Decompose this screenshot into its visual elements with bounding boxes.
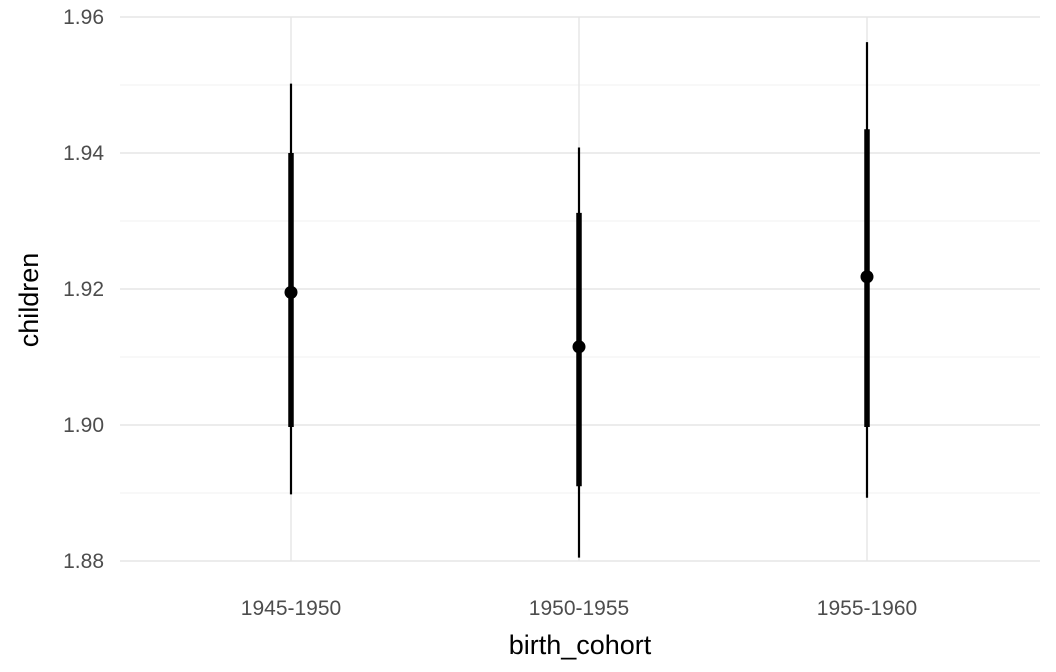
y-tick-label: 1.96 bbox=[63, 6, 104, 29]
point-estimate bbox=[572, 340, 586, 354]
series-marks bbox=[284, 42, 874, 558]
x-tick-label: 1950-1955 bbox=[529, 597, 629, 620]
tick-labels: 1.88 1.90 1.92 1.94 1.96 1945-1950 1950-1955 19… bbox=[63, 6, 917, 620]
y-tick-label: 1.90 bbox=[63, 414, 104, 437]
y-tick-label: 1.92 bbox=[63, 278, 104, 301]
point-estimate bbox=[860, 270, 874, 284]
point-estimate bbox=[284, 285, 298, 299]
y-tick-label: 1.94 bbox=[63, 142, 104, 165]
y-tick-label: 1.88 bbox=[63, 550, 104, 573]
x-tick-label: 1945-1950 bbox=[241, 597, 341, 620]
y-axis-title: children bbox=[14, 253, 44, 348]
x-axis-title: birth_cohort bbox=[509, 630, 652, 660]
x-tick-label: 1955-1960 bbox=[817, 597, 917, 620]
